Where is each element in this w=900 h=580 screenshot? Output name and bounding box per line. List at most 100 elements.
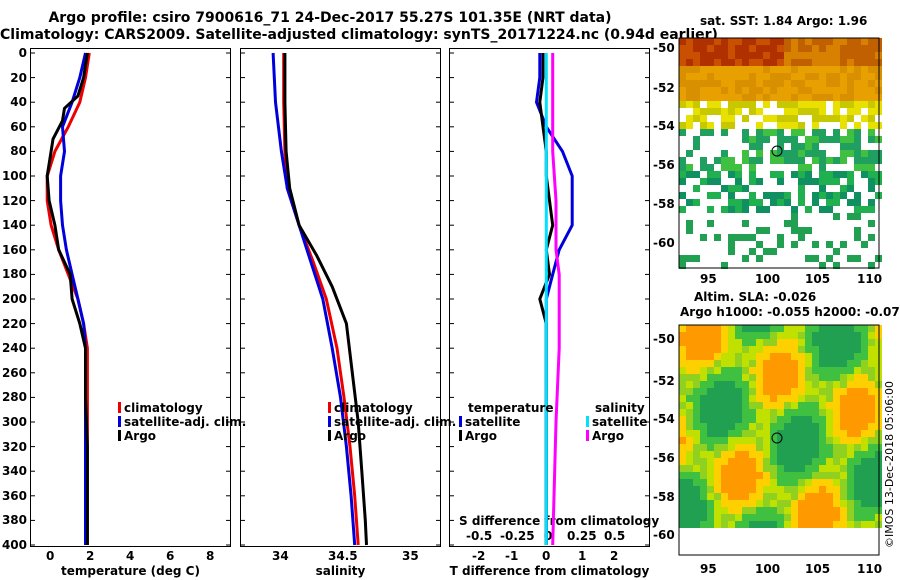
map-cell (861, 164, 868, 171)
map-cell (700, 143, 707, 150)
map-cell (812, 479, 819, 486)
map-cell (693, 115, 700, 122)
map-cell (805, 332, 812, 339)
map-cell (840, 353, 847, 360)
map-cell (686, 143, 693, 150)
map-cell (763, 52, 770, 59)
map-cell (756, 325, 763, 332)
map-cell (749, 45, 756, 52)
map-cell (749, 157, 756, 164)
map-cell (819, 122, 826, 129)
map-cell (714, 465, 721, 472)
map-cell (721, 94, 728, 101)
map-cell (700, 500, 707, 507)
map-cell (686, 199, 693, 206)
map-cell (707, 171, 714, 178)
map-cell (707, 52, 714, 59)
map-cell (798, 87, 805, 94)
map-cell (679, 262, 686, 269)
sal-legend-argo: Argo (328, 429, 366, 443)
map-cell (749, 437, 756, 444)
map-cell (805, 472, 812, 479)
map-cell (700, 535, 707, 542)
map-cell (721, 185, 728, 192)
map-cell (700, 444, 707, 451)
difference-panel (449, 48, 650, 547)
map-cell (700, 402, 707, 409)
map-cell (854, 423, 861, 430)
map-cell (700, 339, 707, 346)
map-cell (714, 381, 721, 388)
map-cell (679, 45, 686, 52)
map-cell (679, 465, 686, 472)
map-cell (798, 199, 805, 206)
map-cell (742, 136, 749, 143)
map-cell (777, 332, 784, 339)
map-cell (700, 395, 707, 402)
map-cell (868, 388, 875, 395)
map-cell (805, 38, 812, 45)
map-cell (686, 262, 693, 269)
map-cell (756, 234, 763, 241)
map-cell (763, 66, 770, 73)
map-cell (812, 185, 819, 192)
map-cell (847, 234, 854, 241)
map-cell (854, 381, 861, 388)
map-cell (749, 535, 756, 542)
map-cell (679, 437, 686, 444)
map-cell (707, 402, 714, 409)
map-cell (749, 178, 756, 185)
map-cell (770, 255, 777, 262)
map-cell (798, 381, 805, 388)
map-cell (714, 38, 721, 45)
map-cell (686, 115, 693, 122)
map-cell (763, 339, 770, 346)
map-cell (721, 108, 728, 115)
map-cell (777, 52, 784, 59)
map-cell (833, 185, 840, 192)
map-cell (763, 129, 770, 136)
map-cell (763, 493, 770, 500)
map-cell (693, 458, 700, 465)
map-cell (693, 192, 700, 199)
map-cell (707, 451, 714, 458)
map-cell (798, 185, 805, 192)
map-cell (714, 248, 721, 255)
map-cell (812, 234, 819, 241)
s-diff-tick-m05: -0.5 (466, 529, 493, 543)
map-cell (707, 234, 714, 241)
map-cell (798, 472, 805, 479)
map-cell (735, 178, 742, 185)
map-cell (707, 101, 714, 108)
map-cell (826, 507, 833, 514)
map-cell (679, 423, 686, 430)
map-cell (854, 346, 861, 353)
map-cell (854, 395, 861, 402)
map-cell (679, 66, 686, 73)
map-cell (707, 73, 714, 80)
map-cell (798, 465, 805, 472)
map-cell (861, 73, 868, 80)
map-cell (840, 339, 847, 346)
map-cell (770, 241, 777, 248)
map-cell (728, 507, 735, 514)
map-cell (861, 339, 868, 346)
map-cell (791, 248, 798, 255)
map-cell (854, 388, 861, 395)
map-cell (686, 150, 693, 157)
map-cell (686, 423, 693, 430)
map-cell (756, 178, 763, 185)
map-cell (728, 514, 735, 521)
map-cell (707, 59, 714, 66)
map-cell (693, 80, 700, 87)
map-cell (854, 192, 861, 199)
map-cell (798, 437, 805, 444)
map-cell (833, 486, 840, 493)
map-cell (742, 234, 749, 241)
depth-tick: 180 (1, 267, 27, 282)
diff-legend-sal-satellite: satellite (586, 415, 647, 429)
map-cell (770, 52, 777, 59)
map-cell (861, 549, 868, 556)
map-cell (819, 248, 826, 255)
map-cell (707, 437, 714, 444)
